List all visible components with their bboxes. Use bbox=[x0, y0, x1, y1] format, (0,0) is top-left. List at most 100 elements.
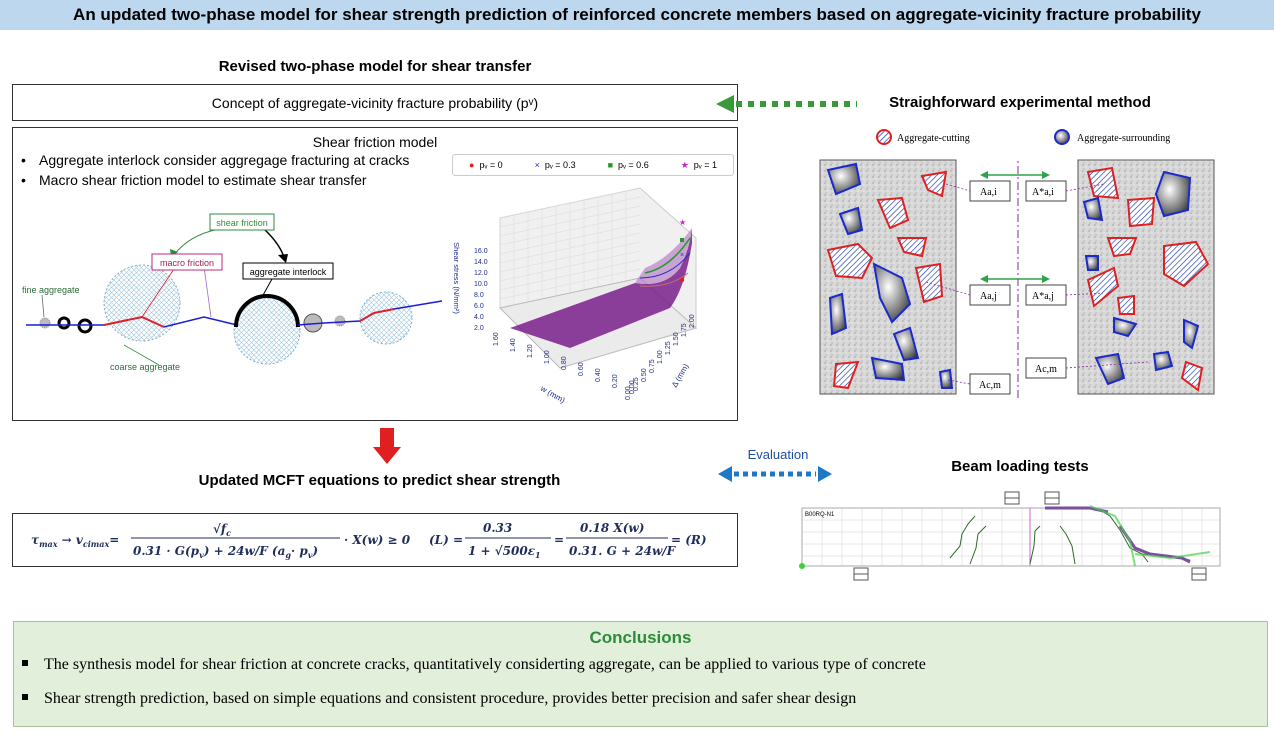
equations: τmax → vcimax= √fc 0.31 · G(pv) + 24w/F … bbox=[31, 521, 707, 560]
svg-text:= (R): = (R) bbox=[671, 533, 707, 547]
concept-box: Concept of aggregate-vicinity fracture p… bbox=[12, 84, 738, 121]
aggregate-cutting-icon bbox=[876, 129, 892, 145]
marker-pv06 bbox=[680, 238, 684, 242]
delta-tick-label: 1.25 bbox=[665, 341, 672, 355]
area-label-aai-star: A*a,i bbox=[1032, 187, 1054, 198]
svg-text:0.31 · G(pv) + 24w/F (ag· pv): 0.31 · G(pv) + 24w/F (ag· pv) bbox=[133, 544, 318, 560]
marker-pv0 bbox=[679, 277, 685, 283]
z-axis-label: Shear stress (N/mm²) bbox=[452, 242, 461, 314]
aggregate-interlock-arc bbox=[234, 294, 300, 328]
area-label-aai: Aa,i bbox=[980, 187, 997, 198]
legend-item-pv03: × pᵥ = 0.3 bbox=[534, 160, 576, 170]
w-tick-label: 1.00 bbox=[544, 350, 551, 364]
svg-text:τmax → vcimax=: τmax → vcimax= bbox=[31, 533, 119, 549]
surface-plot-legend: ● pᵥ = 0 × pᵥ = 0.3 ■ pᵥ = 0.6 ★ pᵥ = 1 bbox=[452, 154, 734, 176]
svg-text:(L) =: (L) = bbox=[429, 533, 463, 547]
x-axis-label: w (mm) bbox=[538, 383, 567, 405]
experimental-method-diagram: Aa,i A*a,i Aa,j A*a,j Ac,m Ac,m bbox=[819, 158, 1215, 398]
conclusions-title: Conclusions bbox=[589, 628, 692, 647]
label-shear-friction: shear friction bbox=[209, 213, 275, 231]
marker-pv03: × bbox=[680, 252, 684, 259]
z-tick-label: 12.0 bbox=[474, 270, 488, 277]
area-label-aaj-star: A*a,j bbox=[1032, 291, 1054, 302]
sfm-title: Shear friction model bbox=[312, 134, 438, 150]
area-label-acm-left: Ac,m bbox=[979, 380, 1001, 391]
conclusions-box: Conclusions The synthesis model for shea… bbox=[13, 621, 1268, 727]
beam-id: B00RQ-N1 bbox=[805, 512, 835, 518]
svg-text:· X(w) ≥ 0: · X(w) ≥ 0 bbox=[344, 533, 411, 547]
svg-text:√fc: √fc bbox=[213, 522, 231, 538]
aggregate-surrounding-icon bbox=[1054, 129, 1070, 145]
section-title-method: Straighforward experimental method bbox=[889, 94, 1151, 111]
bullet-1: Aggregate interlock consider aggregage f… bbox=[21, 152, 409, 168]
z-tick-label: 8.0 bbox=[474, 292, 484, 299]
delta-tick-label: 0.50 bbox=[641, 368, 648, 382]
svg-text:1 + √500ε1: 1 + √500ε1 bbox=[468, 544, 541, 560]
crack-diagram: shear friction macro friction aggregate … bbox=[22, 213, 443, 372]
delta-tick-label: 0.00 bbox=[625, 386, 632, 400]
crack-red-segment-2 bbox=[359, 308, 395, 322]
z-tick-label: 14.0 bbox=[474, 259, 488, 266]
delta-tick-label: 0.25 bbox=[633, 377, 640, 391]
w-tick-label: 0.40 bbox=[595, 368, 602, 382]
delta-tick-label: 2.00 bbox=[689, 314, 696, 328]
surface-plot: × ★ 2.0 4.0 6.0 8.0 10.0 12.0 14.0 16.0 Shear s… bbox=[452, 187, 698, 405]
delta-tick-label: 1.75 bbox=[681, 323, 688, 337]
legend-item-pv06: ■ pᵥ = 0.6 bbox=[607, 160, 649, 170]
svg-text:=: = bbox=[554, 533, 564, 547]
area-label-acm-right: Ac,m bbox=[1035, 364, 1057, 375]
area-label-aaj: Aa,j bbox=[980, 291, 997, 302]
w-tick-label: 0.00 bbox=[629, 380, 636, 394]
z-tick-label: 10.0 bbox=[474, 281, 488, 288]
delta-tick-label: 1.00 bbox=[657, 350, 664, 364]
concept-sub: v bbox=[528, 97, 534, 108]
w-tick-label: 1.40 bbox=[510, 338, 517, 352]
coarse-aggregate-2 bbox=[233, 297, 301, 365]
w-tick-label: 0.80 bbox=[561, 356, 568, 370]
bullet-2: Macro shear friction model to estimate s… bbox=[21, 172, 367, 188]
page-title: An updated two-phase model for shear str… bbox=[0, 0, 1274, 30]
z-tick-label: 2.0 bbox=[474, 325, 484, 332]
w-tick-label: 0.60 bbox=[578, 362, 585, 376]
crack-red-segment-1 bbox=[103, 315, 165, 328]
z-tick-label: 4.0 bbox=[474, 314, 484, 321]
marker-pv1: ★ bbox=[679, 218, 686, 227]
section-title-model: Revised two-phase model for shear transf… bbox=[218, 58, 532, 75]
section-title-beam: Beam loading tests bbox=[951, 458, 1089, 475]
delta-tick-label: 1.50 bbox=[673, 332, 680, 346]
beam-test-figure: B00RQ-N1 bbox=[799, 491, 1221, 581]
coarse-aggregate-3 bbox=[359, 291, 413, 345]
svg-text:0.18 X(w): 0.18 X(w) bbox=[580, 521, 644, 535]
label-macro-friction: macro friction bbox=[151, 253, 223, 271]
conclusion-item-2: Shear strength prediction, based on simp… bbox=[22, 690, 856, 708]
conclusion-item-1: The synthesis model for shear friction a… bbox=[22, 656, 926, 674]
delta-tick-label: 0.75 bbox=[649, 359, 656, 373]
svg-text:0.31. G + 24w/F: 0.31. G + 24w/F bbox=[569, 544, 677, 558]
label-fine-aggregate: fine aggregate bbox=[22, 285, 80, 295]
fine-aggregate-2 bbox=[57, 316, 71, 330]
green-dotted-arrow bbox=[716, 95, 857, 113]
aggregate-legend: Aggregate-cutting Aggregate-surrounding bbox=[876, 129, 1170, 145]
legend-cutting-label: Aggregate-cutting bbox=[897, 133, 970, 144]
concept-end: ) bbox=[533, 94, 539, 111]
label-coarse-aggregate: coarse aggregate bbox=[110, 362, 180, 372]
equation-box: τmax → vcimax= √fc 0.31 · G(pv) + 24w/F … bbox=[12, 513, 738, 567]
svg-text:0.33: 0.33 bbox=[483, 521, 512, 535]
legend-surrounding-label: Aggregate-surrounding bbox=[1077, 133, 1170, 144]
evaluation-label: Evaluation bbox=[747, 447, 809, 462]
legend-item-pv1: ★ pᵥ = 1 bbox=[680, 159, 717, 170]
w-tick-label: 1.20 bbox=[527, 344, 534, 358]
legend-item-pv0: ● pᵥ = 0 bbox=[469, 160, 503, 170]
fine-aggregate-1 bbox=[39, 317, 51, 329]
label-aggregate-interlock: aggregate interlock bbox=[242, 262, 334, 280]
svg-text:shear friction: shear friction bbox=[216, 218, 268, 228]
svg-text:aggregate interlock: aggregate interlock bbox=[250, 267, 327, 277]
fine-aggregate-5 bbox=[334, 315, 346, 327]
red-down-arrow bbox=[373, 428, 401, 464]
fine-aggregate-3 bbox=[77, 318, 93, 334]
section-title-mcft: Updated MCFT equations to predict shear … bbox=[198, 472, 561, 489]
evaluation-arrow bbox=[718, 466, 832, 482]
y-axis-label: Δ (mm) bbox=[670, 362, 691, 389]
svg-text:macro friction: macro friction bbox=[160, 258, 214, 268]
w-tick-label: 1.60 bbox=[493, 332, 500, 346]
